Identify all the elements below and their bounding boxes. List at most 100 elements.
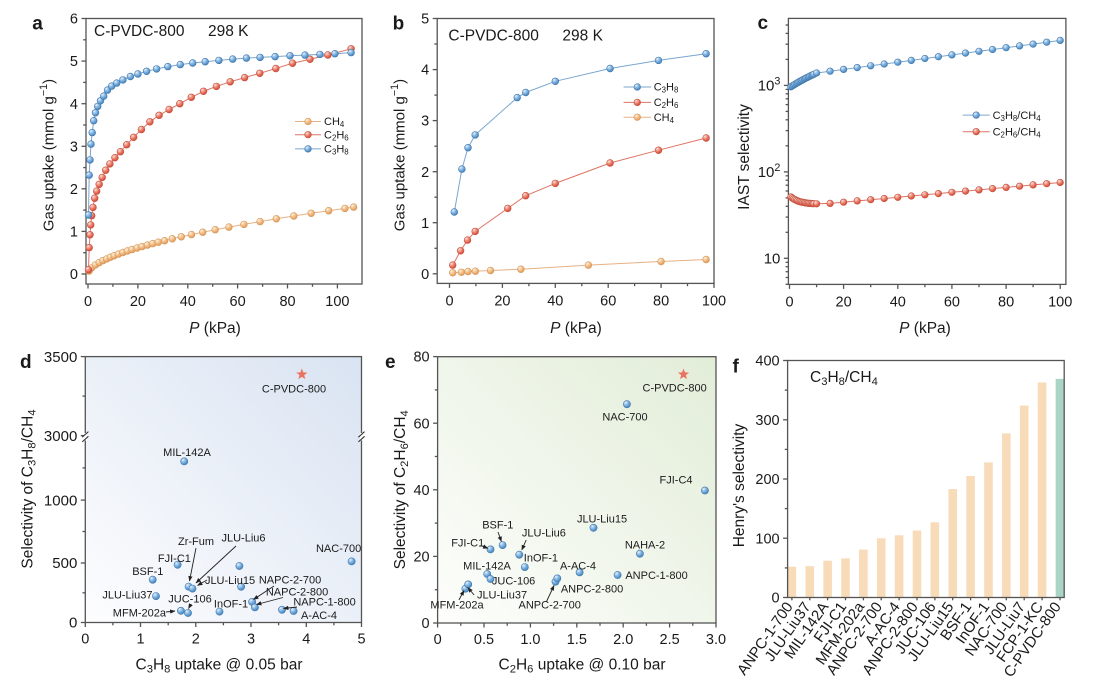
svg-text:5: 5 bbox=[70, 54, 78, 70]
svg-text:JLU-Liu15: JLU-Liu15 bbox=[205, 575, 255, 587]
svg-text:NAC-700: NAC-700 bbox=[602, 411, 647, 423]
svg-text:1.5: 1.5 bbox=[567, 632, 587, 648]
svg-text:0.5: 0.5 bbox=[474, 632, 494, 648]
svg-text:400: 400 bbox=[755, 354, 779, 370]
svg-text:298 K: 298 K bbox=[562, 27, 603, 44]
svg-text:3: 3 bbox=[247, 632, 255, 648]
svg-text:CH4: CH4 bbox=[654, 112, 675, 125]
svg-text:MFM-202a: MFM-202a bbox=[113, 608, 167, 620]
svg-text:JLU-Liu6: JLU-Liu6 bbox=[221, 533, 265, 545]
svg-text:60: 60 bbox=[230, 294, 246, 310]
svg-text:3: 3 bbox=[421, 114, 429, 130]
svg-text:NAPC-2-800: NAPC-2-800 bbox=[266, 587, 328, 599]
svg-text:InOF-1: InOF-1 bbox=[214, 599, 248, 611]
svg-text:80: 80 bbox=[653, 293, 669, 309]
svg-text:3.0: 3.0 bbox=[706, 632, 726, 648]
svg-text:100: 100 bbox=[325, 294, 349, 310]
svg-text:MFM-202a: MFM-202a bbox=[430, 600, 484, 612]
svg-text:JUC-106: JUC-106 bbox=[492, 576, 535, 588]
svg-text:0: 0 bbox=[84, 294, 92, 310]
svg-text:100: 100 bbox=[1048, 294, 1072, 310]
svg-text:103: 103 bbox=[758, 75, 781, 94]
svg-text:20: 20 bbox=[413, 550, 429, 566]
svg-text:C3H8: C3H8 bbox=[654, 82, 679, 95]
svg-text:P (kPa): P (kPa) bbox=[550, 320, 602, 337]
svg-text:JLU-Liu6: JLU-Liu6 bbox=[522, 528, 566, 540]
svg-text:0: 0 bbox=[772, 591, 780, 607]
svg-text:JLU-Liu15: JLU-Liu15 bbox=[577, 514, 627, 526]
svg-text:100: 100 bbox=[702, 293, 726, 309]
svg-text:C-PVDC-800: C-PVDC-800 bbox=[643, 383, 707, 395]
svg-text:C3H8: C3H8 bbox=[324, 144, 349, 157]
svg-text:20: 20 bbox=[836, 294, 852, 310]
svg-text:5: 5 bbox=[421, 12, 429, 28]
svg-text:10: 10 bbox=[764, 251, 781, 268]
svg-text:3500: 3500 bbox=[44, 349, 77, 366]
svg-text:40: 40 bbox=[413, 483, 429, 499]
svg-text:298 K: 298 K bbox=[208, 23, 249, 40]
svg-text:1.0: 1.0 bbox=[520, 632, 540, 648]
svg-text:JUC-106: JUC-106 bbox=[168, 594, 211, 606]
svg-text:C3H8/CH4: C3H8/CH4 bbox=[993, 110, 1042, 123]
svg-text:0: 0 bbox=[422, 616, 430, 632]
svg-text:C-PVDC-800: C-PVDC-800 bbox=[94, 23, 185, 40]
svg-text:FJI-C1: FJI-C1 bbox=[451, 538, 484, 550]
svg-text:C2H6: C2H6 bbox=[654, 97, 679, 110]
svg-text:20: 20 bbox=[130, 294, 146, 310]
svg-text:80: 80 bbox=[998, 294, 1014, 310]
svg-text:2.0: 2.0 bbox=[613, 632, 633, 648]
svg-text:3000: 3000 bbox=[44, 428, 77, 445]
svg-text:Selectivity of C3H8/CH4: Selectivity of C3H8/CH4 bbox=[20, 409, 39, 568]
svg-text:P (kPa): P (kPa) bbox=[189, 320, 241, 337]
svg-text:80: 80 bbox=[279, 294, 295, 310]
svg-text:e: e bbox=[385, 352, 396, 373]
svg-text:InOF-1: InOF-1 bbox=[524, 553, 558, 565]
svg-text:2: 2 bbox=[421, 165, 429, 181]
svg-text:C2H6: C2H6 bbox=[324, 129, 349, 142]
svg-text:c: c bbox=[758, 13, 769, 34]
svg-text:1: 1 bbox=[421, 216, 429, 232]
svg-text:4: 4 bbox=[302, 632, 310, 648]
svg-text:C2H6 uptake @ 0.10 bar: C2H6 uptake @ 0.10 bar bbox=[499, 657, 666, 676]
svg-text:0: 0 bbox=[445, 293, 453, 309]
svg-text:60: 60 bbox=[600, 293, 616, 309]
svg-text:Zr-Fum: Zr-Fum bbox=[178, 536, 214, 548]
svg-text:CH4: CH4 bbox=[324, 116, 345, 129]
svg-text:1: 1 bbox=[70, 225, 78, 241]
svg-text:ANPC-2-800: ANPC-2-800 bbox=[561, 584, 623, 596]
svg-text:NAHA-2: NAHA-2 bbox=[625, 540, 665, 552]
svg-text:1: 1 bbox=[136, 632, 144, 648]
svg-text:2: 2 bbox=[192, 632, 200, 648]
svg-text:2: 2 bbox=[70, 182, 78, 198]
svg-text:A-AC-4: A-AC-4 bbox=[560, 561, 596, 573]
svg-text:2.5: 2.5 bbox=[660, 632, 680, 648]
svg-text:100: 100 bbox=[755, 531, 779, 547]
svg-text:Gas uptake (mmol g−1): Gas uptake (mmol g−1) bbox=[38, 79, 57, 231]
svg-text:a: a bbox=[32, 14, 43, 35]
svg-text:MIL-142A: MIL-142A bbox=[163, 447, 211, 459]
svg-text:40: 40 bbox=[890, 294, 906, 310]
svg-text:200: 200 bbox=[755, 472, 779, 488]
svg-text:4: 4 bbox=[70, 97, 78, 113]
svg-text:300: 300 bbox=[755, 413, 779, 429]
svg-text:3: 3 bbox=[70, 139, 78, 155]
svg-text:ANPC-2-700: ANPC-2-700 bbox=[519, 600, 581, 612]
svg-text:NAPC-1-800: NAPC-1-800 bbox=[293, 597, 355, 609]
svg-text:C2H6/CH4: C2H6/CH4 bbox=[993, 126, 1042, 139]
svg-text:0: 0 bbox=[69, 615, 77, 632]
svg-text:4: 4 bbox=[421, 63, 429, 79]
svg-text:80: 80 bbox=[413, 350, 429, 366]
svg-text:NAPC-2-700: NAPC-2-700 bbox=[259, 575, 321, 587]
svg-text:JLU-Liu37: JLU-Liu37 bbox=[477, 590, 527, 602]
svg-text:Henry's selectivity: Henry's selectivity bbox=[731, 423, 748, 547]
svg-text:Gas uptake (mmol g−1): Gas uptake (mmol g−1) bbox=[389, 79, 408, 231]
svg-text:JLU-Liu37: JLU-Liu37 bbox=[102, 590, 152, 602]
svg-text:f: f bbox=[733, 357, 740, 378]
svg-text:FJI-C1: FJI-C1 bbox=[158, 553, 191, 565]
svg-text:1000: 1000 bbox=[44, 492, 77, 509]
svg-text:C3H8 uptake @ 0.05 bar: C3H8 uptake @ 0.05 bar bbox=[136, 657, 303, 676]
svg-text:IAST selectivity: IAST selectivity bbox=[736, 104, 753, 210]
svg-text:0: 0 bbox=[434, 632, 442, 648]
svg-text:5: 5 bbox=[357, 632, 365, 648]
svg-text:20: 20 bbox=[494, 293, 510, 309]
